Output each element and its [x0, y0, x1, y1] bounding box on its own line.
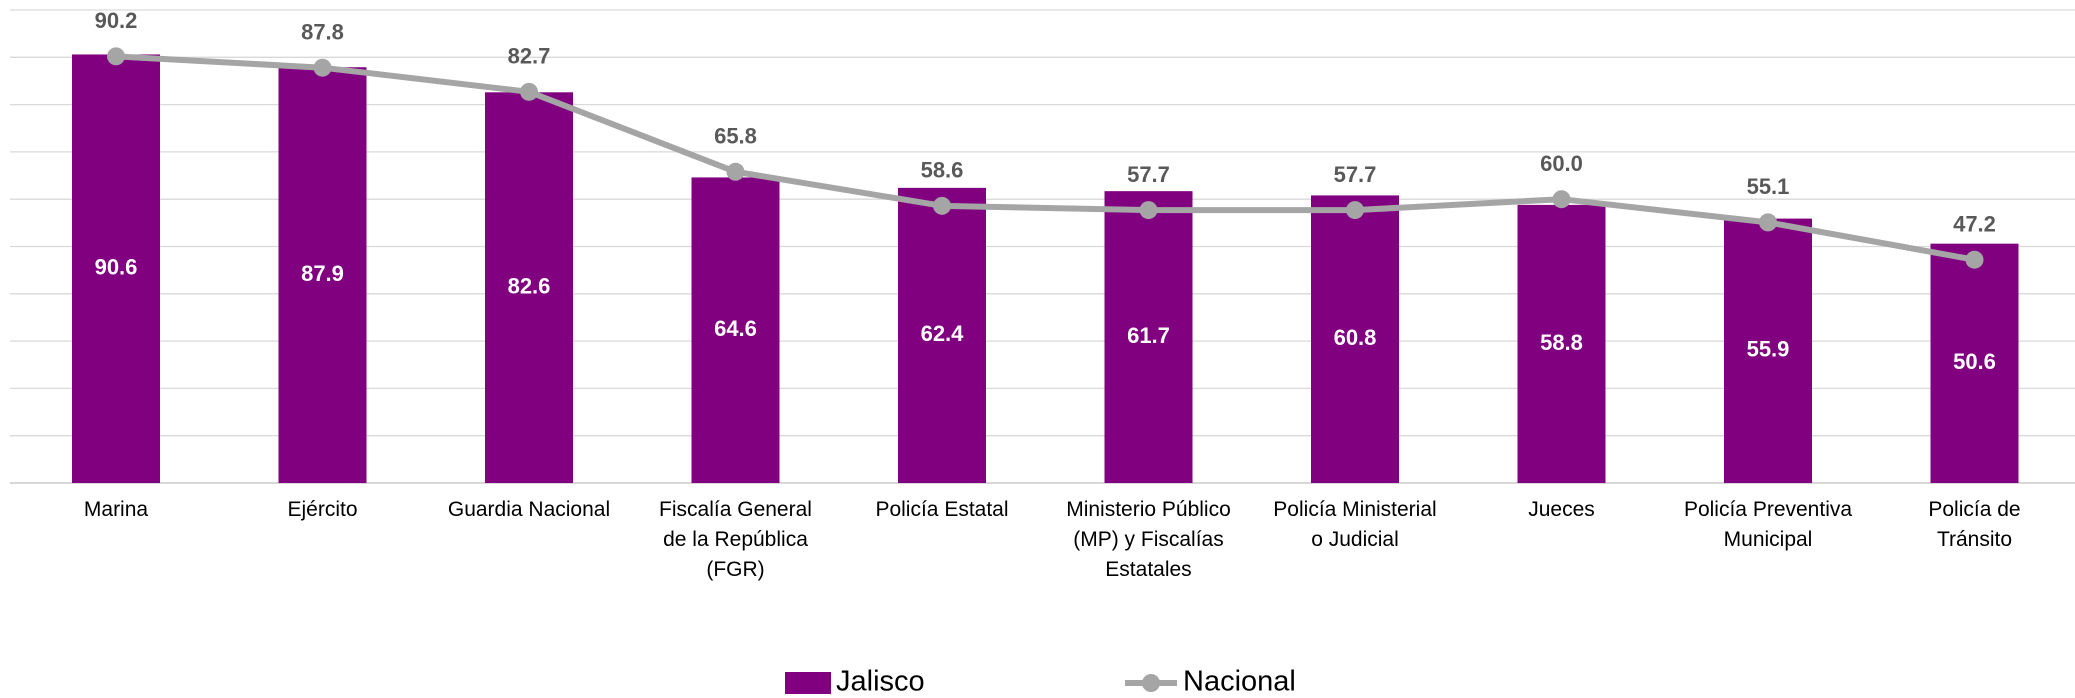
line-value-label: 90.2	[95, 8, 138, 33]
bar-value-label: 60.8	[1334, 325, 1377, 350]
x-tick-label: Policía Estatal	[875, 498, 1008, 521]
bar-value-label: 82.6	[508, 273, 551, 298]
bar-value-label: 55.9	[1747, 337, 1790, 362]
line-value-label: 87.8	[301, 20, 344, 45]
bar-value-label: 61.7	[1127, 323, 1170, 348]
line	[115, 53, 1976, 263]
line-value-label: 47.2	[1953, 212, 1996, 237]
x-tick-label: Ministerio Público (MP) y Fiscalías Estata…	[1066, 498, 1231, 581]
line-point	[1346, 201, 1364, 220]
x-tick-label: Ejército	[287, 498, 357, 521]
bar	[72, 54, 160, 483]
bar-value-label: 58.8	[1540, 330, 1583, 355]
line-point	[1759, 213, 1777, 232]
x-tick-label: Jueces	[1528, 498, 1595, 521]
bar	[1311, 195, 1399, 483]
line-point	[1965, 250, 1984, 269]
bar-value-label: 90.6	[95, 255, 138, 280]
legend-label: Nacional	[1183, 666, 1296, 698]
bar	[1517, 204, 1606, 483]
line-value-label: 57.7	[1334, 162, 1377, 187]
x-tick-label: Fiscalía General de la República (FGR)	[659, 498, 812, 581]
bar-value-label: 62.4	[921, 321, 965, 346]
line-value-label: 60.0	[1540, 151, 1583, 176]
bar	[691, 177, 780, 483]
bar	[1104, 191, 1193, 483]
bar-value-label: 64.6	[714, 316, 757, 341]
x-tick-label: Marina	[84, 498, 149, 521]
bar	[898, 187, 986, 483]
line-value-label: 57.7	[1127, 162, 1170, 187]
line-point	[933, 196, 951, 215]
x-tick-label: Policía Ministerial o Judicial	[1273, 498, 1436, 551]
line-point	[726, 162, 745, 181]
legend-swatch	[785, 672, 831, 694]
line-point	[1139, 201, 1158, 220]
line-value-label: 55.1	[1747, 174, 1790, 199]
bar-value-label: 50.6	[1953, 349, 1996, 374]
x-tick-label: Policía Preventiva Municipal	[1684, 498, 1852, 551]
bar	[485, 92, 573, 483]
bar	[278, 67, 367, 483]
line-point	[313, 58, 332, 77]
line-point	[107, 47, 125, 66]
legend-marker	[1142, 674, 1160, 692]
line-point	[520, 82, 538, 101]
line-value-label: 65.8	[714, 124, 757, 149]
line-point	[1552, 190, 1571, 209]
line-value-label: 58.6	[921, 158, 964, 183]
bar	[1724, 218, 1812, 483]
x-tick-label: Guardia Nacional	[448, 498, 610, 521]
line-value-label: 82.7	[508, 44, 551, 69]
bar-value-label: 87.9	[301, 261, 344, 286]
x-tick-label: Policía de Tránsito	[1928, 498, 2020, 551]
bar	[1930, 243, 2019, 483]
legend-label: Jalisco	[836, 666, 925, 698]
